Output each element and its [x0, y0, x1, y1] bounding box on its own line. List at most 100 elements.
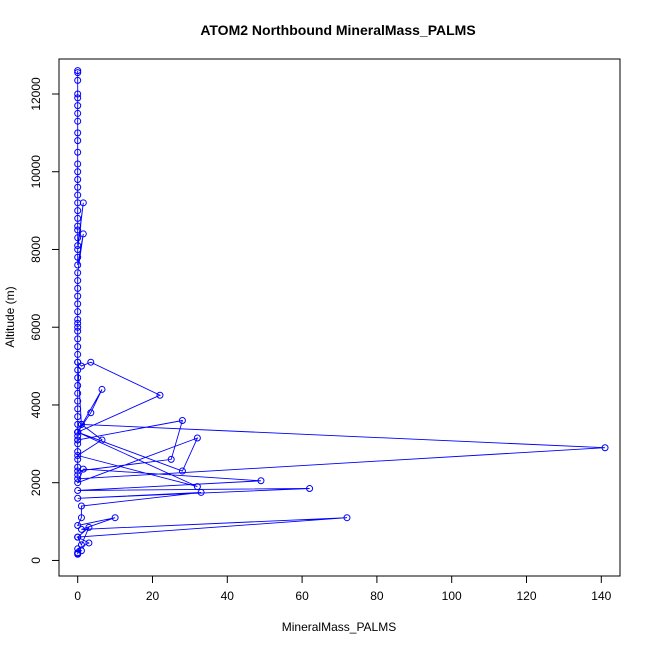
data-point	[74, 382, 82, 390]
data-point	[74, 168, 82, 176]
data-point	[74, 545, 82, 553]
x-tick-label: 0	[74, 589, 81, 603]
data-point	[74, 300, 82, 308]
y-tick-label: 12000	[29, 77, 43, 111]
data-point	[74, 148, 82, 156]
data-point	[74, 226, 82, 234]
data-point	[74, 319, 82, 327]
data-point	[74, 428, 82, 436]
data-point	[74, 207, 82, 215]
data-point	[77, 502, 85, 510]
y-tick-label: 8000	[29, 236, 43, 263]
data-point	[98, 385, 106, 393]
plot-frame	[58, 58, 621, 577]
x-axis-label: MineralMass_PALMS	[282, 620, 396, 634]
data-point	[74, 261, 82, 269]
data-point	[343, 514, 351, 522]
data-point	[74, 308, 82, 316]
series-layer	[74, 67, 609, 558]
data-point	[74, 550, 82, 558]
data-point	[74, 358, 82, 366]
data-point	[74, 176, 82, 184]
data-point	[74, 389, 82, 397]
data-point	[74, 109, 82, 117]
data-point	[74, 327, 82, 335]
data-point	[74, 315, 82, 323]
data-point	[77, 362, 85, 370]
data-point	[85, 523, 93, 531]
data-point	[257, 477, 265, 485]
data-point	[74, 420, 82, 428]
data-point	[74, 413, 82, 421]
data-point	[74, 90, 82, 98]
data-point	[74, 94, 82, 102]
data-point	[74, 269, 82, 277]
y-tick-label: 2000	[29, 469, 43, 496]
data-point	[85, 539, 93, 547]
data-point	[87, 358, 95, 366]
data-point	[74, 533, 82, 541]
data-point	[74, 292, 82, 300]
data-point	[74, 479, 82, 487]
data-point	[74, 69, 82, 77]
data-point	[77, 420, 85, 428]
data-point	[77, 525, 85, 533]
data-point	[74, 160, 82, 168]
x-axis: 0 20 40 60 80 100 120 140	[74, 575, 612, 603]
data-point	[167, 455, 175, 463]
series-line	[76, 70, 606, 555]
data-point	[74, 521, 82, 529]
x-tick-label: 80	[370, 589, 384, 603]
y-tick-label: 6000	[29, 314, 43, 341]
y-tick-label: 10000	[29, 155, 43, 189]
data-point	[156, 391, 164, 399]
data-point	[74, 76, 82, 84]
data-point	[193, 434, 201, 442]
x-tick-label: 120	[516, 589, 536, 603]
data-point	[74, 67, 82, 75]
data-point	[74, 242, 82, 250]
data-point	[74, 494, 82, 502]
data-point	[74, 471, 82, 479]
data-point	[74, 191, 82, 199]
data-point	[77, 514, 85, 522]
data-point	[74, 253, 82, 261]
data-point	[74, 436, 82, 444]
data-point	[74, 284, 82, 292]
data-point	[74, 350, 82, 358]
data-point	[178, 417, 186, 425]
x-tick-label: 100	[442, 589, 462, 603]
data-point	[74, 323, 82, 331]
x-tick-label: 40	[221, 589, 235, 603]
data-point	[306, 485, 314, 493]
data-point	[74, 397, 82, 405]
data-point	[74, 440, 82, 448]
data-point	[601, 444, 609, 452]
data-point	[74, 214, 82, 222]
data-point	[74, 451, 82, 459]
data-point	[74, 486, 82, 494]
data-point	[74, 475, 82, 483]
chart-title: ATOM2 Northbound MineralMass_PALMS	[200, 22, 475, 38]
data-point	[74, 137, 82, 145]
x-tick-label: 20	[146, 589, 160, 603]
data-point	[74, 405, 82, 413]
data-point	[74, 102, 82, 110]
data-point	[193, 483, 201, 491]
data-point	[74, 343, 82, 351]
data-point	[111, 514, 119, 522]
data-point	[74, 183, 82, 191]
x-tick-label: 60	[295, 589, 309, 603]
data-point	[98, 436, 106, 444]
y-axis: 0 2000 4000 6000 8000 10000 12000	[29, 77, 60, 564]
data-point	[79, 230, 87, 238]
y-tick-label: 0	[29, 557, 43, 564]
data-point	[197, 488, 205, 496]
data-point	[74, 374, 82, 382]
data-point	[79, 199, 87, 207]
data-point	[79, 465, 87, 473]
data-point	[74, 117, 82, 125]
data-point	[74, 222, 82, 230]
